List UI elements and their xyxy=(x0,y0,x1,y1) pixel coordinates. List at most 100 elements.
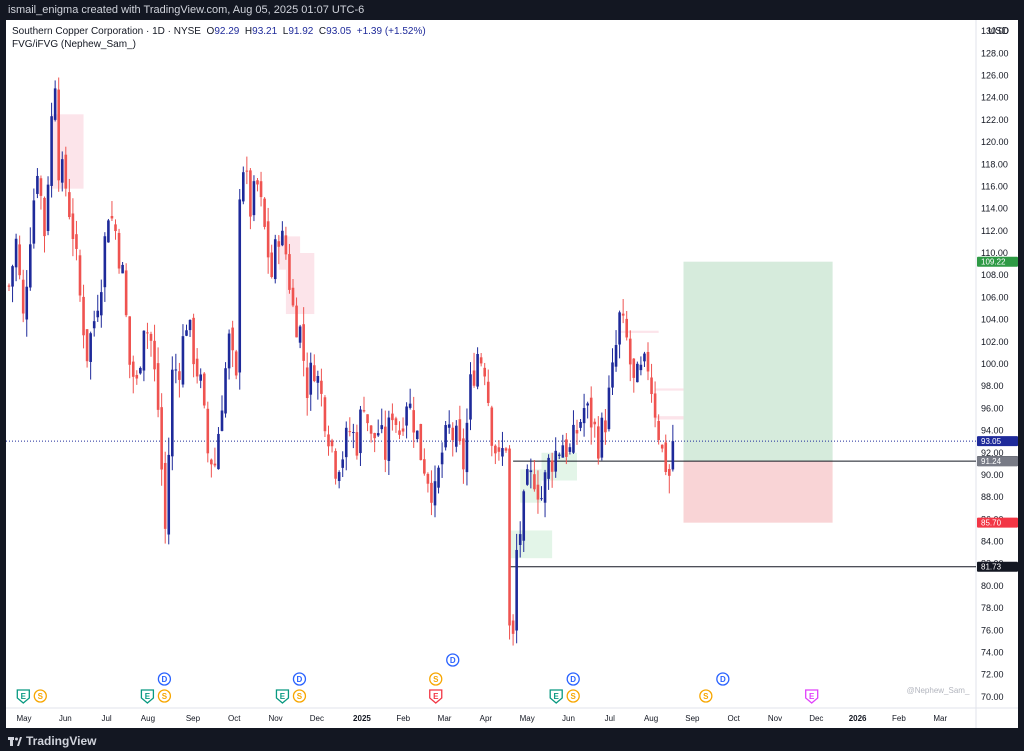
earnings-event-icon[interactable] xyxy=(275,689,290,704)
candle-body xyxy=(305,367,309,399)
price-label-text: 93.05 xyxy=(981,437,1002,446)
candle-body xyxy=(408,403,412,408)
candle-body xyxy=(518,534,522,545)
candle-body xyxy=(479,357,483,364)
candle-body xyxy=(153,340,156,370)
time-tick-label: Sep xyxy=(685,714,700,723)
chart-frame[interactable]: 70.0072.0074.0076.0078.0080.0082.0084.00… xyxy=(6,20,1018,728)
time-tick-label: Nov xyxy=(268,714,282,723)
candle-body xyxy=(327,434,330,447)
time-tick-label: Jul xyxy=(101,714,111,723)
earnings-event-icon[interactable] xyxy=(805,689,819,704)
time-tick-label: Feb xyxy=(892,714,906,723)
candle-body xyxy=(32,200,36,244)
candle-body xyxy=(653,393,657,418)
candle-body xyxy=(344,427,348,458)
candle-body xyxy=(359,409,362,454)
candle-body xyxy=(78,255,82,296)
candle-body xyxy=(185,330,188,336)
candle-body xyxy=(557,454,561,456)
candle-body xyxy=(352,432,355,434)
candle-body xyxy=(128,316,131,365)
split-event-icon[interactable] xyxy=(292,689,307,703)
candle-body xyxy=(114,224,117,232)
candle-body xyxy=(646,351,650,372)
event-letter: E xyxy=(433,692,439,701)
candle-body xyxy=(582,408,586,424)
price-tick-label: 84.00 xyxy=(981,537,1004,547)
candle-body xyxy=(419,424,423,461)
chart-canvas[interactable]: 70.0072.0074.0076.0078.0080.0082.0084.00… xyxy=(6,20,1018,728)
price-tick-label: 124.00 xyxy=(981,93,1009,103)
split-event-icon[interactable] xyxy=(157,689,172,703)
change-value: +1.39 (+1.52%) xyxy=(356,26,426,37)
candle-body xyxy=(494,445,497,454)
fvg-zone xyxy=(619,330,659,333)
price-label-badge xyxy=(977,456,1018,467)
time-tick-label: Apr xyxy=(480,714,493,723)
candle-body xyxy=(124,270,128,316)
dividend-event-icon[interactable] xyxy=(716,672,730,686)
split-event-icon[interactable] xyxy=(33,689,47,703)
price-tick-label: 90.00 xyxy=(981,470,1004,480)
dividend-event-icon[interactable] xyxy=(292,672,307,686)
currency-label[interactable]: USD xyxy=(988,26,1010,37)
time-tick-label: May xyxy=(16,714,31,723)
price-tick-label: 100.00 xyxy=(981,359,1009,369)
position-target-zone[interactable] xyxy=(683,261,833,462)
earnings-event-icon[interactable] xyxy=(140,689,155,704)
candle-body xyxy=(71,213,75,239)
candle-body xyxy=(568,447,572,452)
earnings-event-icon[interactable] xyxy=(429,689,443,704)
candle-body xyxy=(103,236,107,288)
candle-body xyxy=(426,473,430,484)
split-event-icon[interactable] xyxy=(429,672,443,686)
candle-body xyxy=(650,377,653,395)
split-event-icon[interactable] xyxy=(566,689,580,703)
candle-body xyxy=(572,424,575,453)
indicator-label[interactable]: FVG/iFVG (Nephew_Sam_) xyxy=(12,39,136,50)
earnings-event-icon[interactable] xyxy=(549,689,563,704)
position-stop-zone[interactable] xyxy=(683,461,833,523)
candle-body xyxy=(550,460,554,472)
event-letter: S xyxy=(571,692,577,701)
dividend-event-icon[interactable] xyxy=(566,672,580,686)
dividend-event-icon[interactable] xyxy=(157,672,172,686)
candle-body xyxy=(149,333,153,341)
price-tick-label: 80.00 xyxy=(981,581,1004,591)
candle-body xyxy=(469,374,472,420)
candle-body xyxy=(561,445,565,458)
high-value: 93.21 xyxy=(252,26,278,37)
split-event-icon[interactable] xyxy=(699,689,713,703)
candle-body xyxy=(575,430,579,434)
price-tick-label: 118.00 xyxy=(981,159,1008,169)
price-tick-label: 70.00 xyxy=(981,692,1004,702)
candle-body xyxy=(497,447,501,452)
candle-body xyxy=(465,422,469,473)
candle-body xyxy=(256,180,259,185)
candle-body xyxy=(600,417,604,458)
created-caption: ismail_enigma created with TradingView.c… xyxy=(8,4,365,16)
price-tick-label: 122.00 xyxy=(981,115,1009,125)
price-label-badge xyxy=(977,517,1018,528)
candle-body xyxy=(309,362,313,395)
candle-body xyxy=(355,432,359,456)
candle-body xyxy=(298,326,302,343)
earnings-event-icon[interactable] xyxy=(16,689,30,704)
price-tick-label: 94.00 xyxy=(981,426,1004,436)
open-value: 92.29 xyxy=(214,26,240,37)
price-tick-label: 126.00 xyxy=(981,70,1009,80)
candle-body xyxy=(178,371,181,380)
candle-body xyxy=(82,296,85,336)
candle-body xyxy=(320,380,323,394)
price-scale-background[interactable] xyxy=(976,20,1018,728)
candle-body xyxy=(36,175,39,194)
time-tick-label: 2025 xyxy=(353,714,371,723)
candle-body xyxy=(64,154,68,189)
candle-body xyxy=(529,470,533,473)
candle-body xyxy=(249,170,252,217)
dividend-event-icon[interactable] xyxy=(446,653,460,667)
price-tick-label: 120.00 xyxy=(981,137,1009,147)
candle-body xyxy=(614,344,618,367)
candle-body xyxy=(14,238,18,268)
